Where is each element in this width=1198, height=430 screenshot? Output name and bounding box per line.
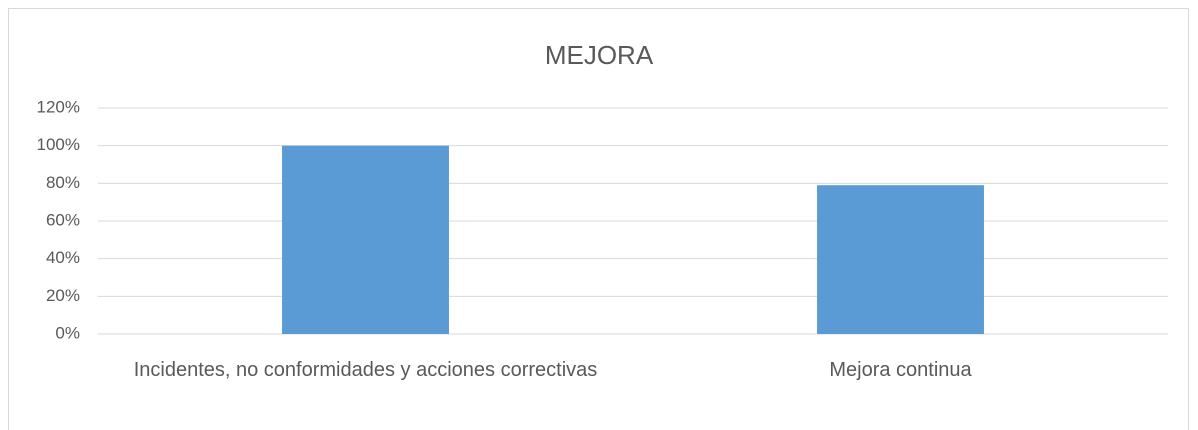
y-tick-label: 80% (46, 173, 80, 192)
chart-border (8, 8, 1189, 430)
bar (282, 145, 449, 334)
y-tick-label: 100% (37, 135, 80, 154)
x-tick-label: Mejora continua (829, 359, 972, 381)
y-tick-label: 0% (55, 323, 80, 342)
chart-title: MEJORA (545, 40, 654, 70)
y-tick-label: 40% (46, 248, 80, 267)
x-tick-label: Incidentes, no conformidades y acciones … (133, 359, 598, 381)
y-tick-label: 20% (46, 286, 80, 305)
y-tick-label: 60% (46, 210, 80, 229)
bar (817, 185, 984, 334)
y-tick-label: 120% (37, 97, 80, 116)
